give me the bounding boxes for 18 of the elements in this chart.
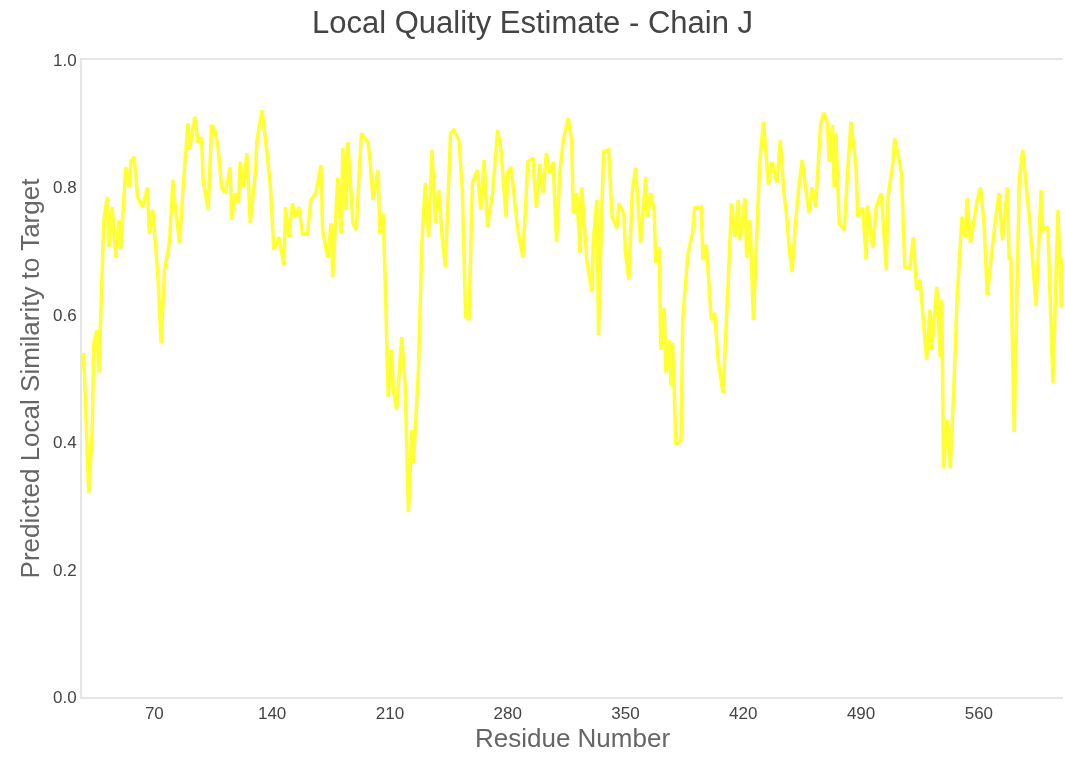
y-axis-title: Predicted Local Similarity to Target [14,177,45,579]
x-tick-label: 350 [611,704,640,724]
x-tick-label: 490 [846,704,876,724]
x-axis-title: Residue Number [474,723,671,754]
x-tick-label: 280 [493,704,522,724]
y-tick-label: 0.8 [52,178,77,198]
x-tick-label: 420 [729,704,758,724]
y-tick-label: 0.2 [52,560,77,580]
y-tick-label: 0.0 [52,687,77,707]
chart-title: Local Quality Estimate - Chain J [311,5,754,41]
y-tick-label: 1.0 [52,50,77,70]
y-tick-label: 0.4 [52,433,77,453]
y-tick-label: 0.6 [52,305,77,325]
x-tick-label: 140 [257,704,287,724]
x-tick-label: 560 [964,704,994,724]
x-tick-label: 210 [375,704,405,724]
x-tick-label: 70 [144,704,164,724]
line-series [82,108,1063,515]
